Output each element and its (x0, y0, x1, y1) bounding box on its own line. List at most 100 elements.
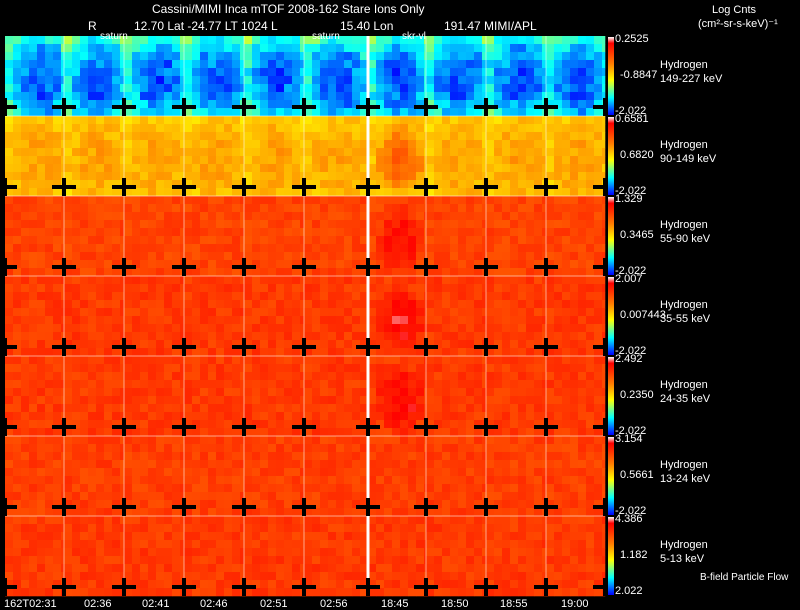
heatmap-cell (112, 124, 121, 133)
heatmap-cell (216, 284, 225, 293)
heatmap-cell (240, 68, 245, 77)
heatmap-cell (96, 364, 105, 373)
heatmap-cell (268, 364, 277, 373)
heatmap-cell (416, 228, 425, 237)
heatmap-cell (518, 364, 527, 373)
heatmap-cell (148, 68, 157, 77)
heatmap-cell (336, 260, 345, 269)
heatmap-cell (458, 300, 467, 309)
heatmap-cell (594, 196, 603, 205)
heatmap-cell (37, 444, 46, 453)
heatmap-cell (21, 84, 30, 93)
heatmap-cell (502, 84, 511, 93)
heatmap-cell (352, 356, 361, 365)
heatmap-cell (268, 180, 277, 189)
heatmap-cell (360, 340, 369, 349)
heatmap-cell (5, 52, 14, 61)
heatmap-cell (45, 436, 54, 445)
heatmap-cell (260, 292, 269, 301)
heatmap-cell (494, 156, 503, 165)
heatmap-cell (216, 268, 225, 277)
heatmap-cell (392, 420, 401, 429)
heatmap-cell (554, 308, 563, 317)
heatmap-cell (132, 68, 141, 77)
heatmap-cell (148, 220, 157, 229)
heatmap-cell (474, 188, 483, 197)
heatmap-cell (124, 324, 133, 333)
heatmap-cell (450, 364, 459, 373)
heatmap-cell (458, 428, 467, 437)
heatmap-cell (586, 268, 595, 277)
heatmap-cell (424, 220, 427, 229)
heatmap-cell (344, 228, 353, 237)
heatmap-cell (510, 228, 519, 237)
heatmap-cell (526, 228, 535, 237)
heatmap-cell (224, 172, 233, 181)
heatmap-cell (400, 492, 409, 501)
heatmap-cell (300, 140, 305, 149)
heatmap-cell (80, 164, 89, 173)
heatmap-cell (276, 492, 285, 501)
heatmap-cell (518, 300, 527, 309)
heatmap-cell (466, 388, 475, 397)
heatmap-cell (164, 212, 173, 221)
heatmap-cell (416, 100, 425, 109)
heatmap-cell (328, 436, 337, 445)
heatmap-cell (474, 124, 483, 133)
heatmap-cell (132, 516, 141, 525)
heatmap-cell (164, 348, 173, 357)
heatmap-cell (344, 500, 353, 509)
heatmap-cell (474, 52, 483, 61)
heatmap-cell (276, 508, 285, 517)
heatmap-cell (408, 476, 417, 485)
heatmap-cell (546, 500, 555, 509)
heatmap-cell (416, 420, 425, 429)
heatmap-cell (344, 140, 353, 149)
heatmap-cell (502, 212, 511, 221)
heatmap-cell (594, 420, 603, 429)
heatmap-cell (562, 252, 571, 261)
heatmap-cell (132, 476, 141, 485)
heatmap-cell (376, 92, 385, 101)
heatmap-cell (360, 188, 369, 197)
heatmap-cell (252, 284, 261, 293)
heatmap-cell (300, 252, 305, 261)
heatmap-cell (172, 420, 181, 429)
heatmap-cell (200, 76, 209, 85)
heatmap-cell (232, 452, 241, 461)
heatmap-cell (312, 260, 321, 269)
heatmap-cell (80, 308, 89, 317)
heatmap-cell (192, 460, 201, 469)
heatmap-cell (232, 188, 241, 197)
heatmap-cell (292, 404, 301, 413)
heatmap-cell (554, 500, 563, 509)
heatmap-cell (534, 492, 543, 501)
heatmap-cell (13, 284, 22, 293)
heatmap-cell (61, 372, 65, 381)
heatmap-cell (260, 420, 269, 429)
heatmap-cell (5, 212, 14, 221)
heatmap-cell (164, 268, 173, 277)
heatmap-cell (208, 172, 217, 181)
heatmap-cell (502, 156, 511, 165)
heatmap-cell (13, 404, 22, 413)
heatmap-cell (400, 68, 409, 77)
heatmap-cell (546, 100, 555, 109)
heatmap-cell (200, 332, 209, 341)
heatmap-cell (482, 60, 487, 69)
heatmap-cell (192, 68, 201, 77)
heatmap-cell (96, 244, 105, 253)
heatmap-cell (458, 132, 467, 141)
heatmap-cell (510, 140, 519, 149)
heatmap-cell (328, 124, 337, 133)
heatmap-cell (570, 124, 579, 133)
heatmap-cell (192, 468, 201, 477)
heatmap-cell (112, 316, 121, 325)
heatmap-cell (64, 100, 73, 109)
heatmap-cell (570, 156, 579, 165)
heatmap-cell (240, 404, 245, 413)
heatmap-cell (172, 284, 181, 293)
heatmap-cell (21, 356, 30, 365)
heatmap-cell (96, 108, 105, 117)
heatmap-cell (578, 148, 587, 157)
